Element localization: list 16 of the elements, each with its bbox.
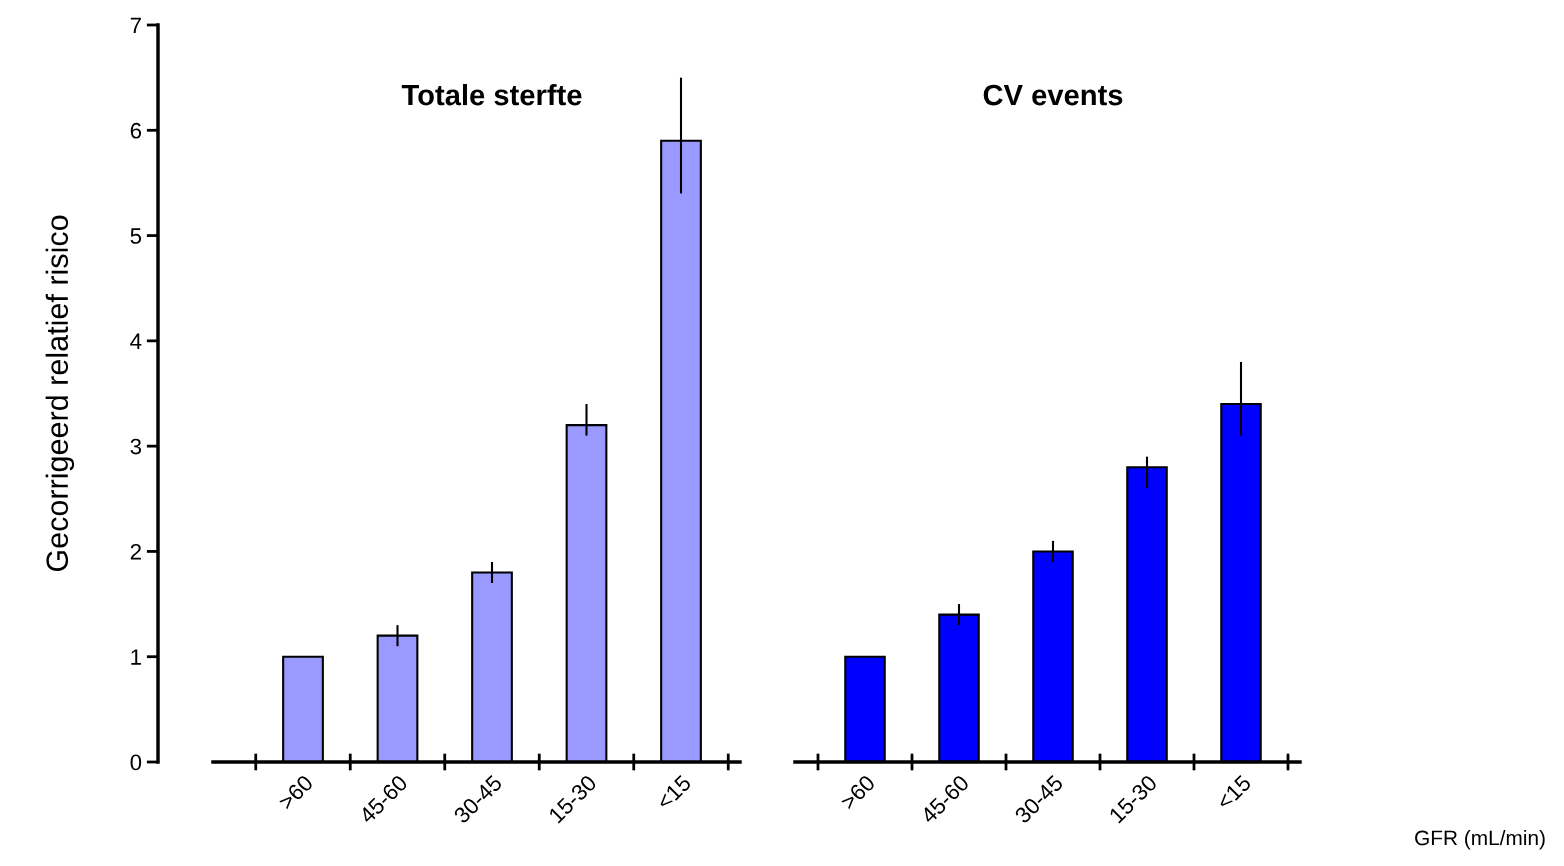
y-tick-label: 4 <box>130 333 142 349</box>
text: Totale sterfte <box>401 83 582 106</box>
y-tick-label: 1 <box>131 649 141 665</box>
y-tick-label: 6 <box>130 122 142 139</box>
x-tick-label: >60 <box>277 774 314 811</box>
y-tick-label: 7 <box>130 17 141 34</box>
x-tick-label: <15 <box>655 774 692 811</box>
x-axis-title: GFR (mL/min) <box>1415 830 1545 850</box>
text: CV events <box>983 84 1123 106</box>
y-tick-label: 5 <box>130 228 142 244</box>
y-tick-label: 3 <box>130 438 142 455</box>
x-tick-label: <15 <box>1215 774 1252 811</box>
y-axis-title: Gecorrigeerd relatief risico <box>45 215 75 572</box>
x-tick-label: >60 <box>839 774 876 811</box>
y-tick-label: 0 <box>130 754 142 771</box>
y-tick-label: 2 <box>130 543 141 560</box>
